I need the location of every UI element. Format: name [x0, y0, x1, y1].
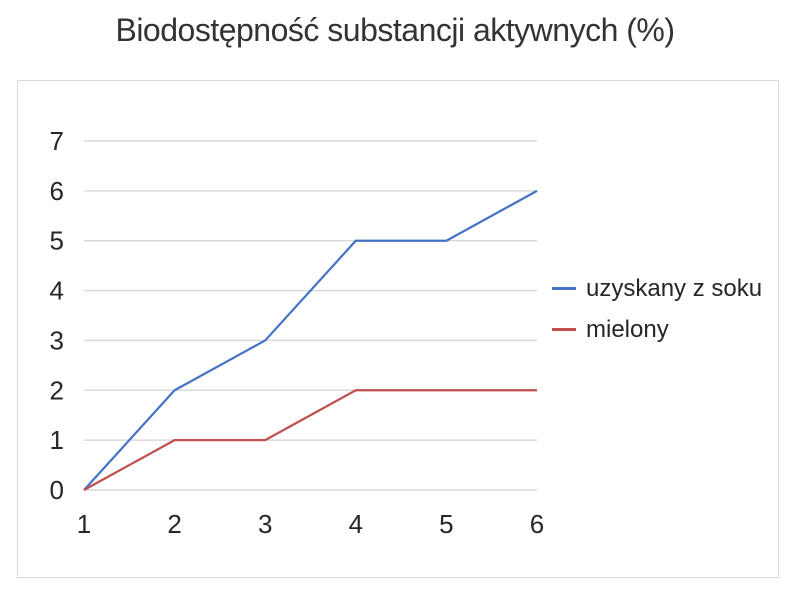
chart-title: Biodostępność substancji aktywnych (%)	[115, 12, 675, 48]
y-axis-ticks: 0 1 2 3 4 5 6 7	[50, 126, 64, 505]
x-axis-ticks: 1 2 3 4 5 6	[77, 509, 544, 539]
y-tick-label-5: 5	[50, 226, 64, 256]
y-tick-label-7: 7	[50, 126, 64, 156]
y-tick-label-6: 6	[50, 176, 64, 206]
x-tick-label-6: 6	[530, 509, 544, 539]
legend-item-series-2: mielony	[552, 309, 792, 350]
x-tick-label-2: 2	[167, 509, 181, 539]
legend: uzyskany z soku mielony	[552, 268, 792, 350]
y-tick-label-1: 1	[50, 425, 64, 455]
chart-frame	[17, 80, 779, 578]
x-tick-label-5: 5	[439, 509, 453, 539]
x-tick-label-1: 1	[77, 509, 91, 539]
legend-label-series-2: mielony	[586, 315, 669, 343]
x-tick-label-3: 3	[258, 509, 272, 539]
y-tick-label-2: 2	[50, 375, 64, 405]
y-tick-label-3: 3	[50, 325, 64, 355]
legend-swatch-series-1	[552, 287, 576, 290]
x-tick-label-4: 4	[349, 509, 363, 539]
series-line-1	[83, 189, 538, 491]
y-tick-label-0: 0	[50, 475, 64, 505]
legend-label-series-1: uzyskany z soku	[586, 274, 763, 302]
series-lines	[83, 189, 538, 491]
gridlines	[84, 140, 537, 491]
legend-item-series-1: uzyskany z soku	[552, 268, 792, 309]
y-tick-label-4: 4	[50, 276, 64, 306]
legend-swatch-series-2	[552, 328, 576, 331]
series-line-2	[83, 389, 537, 491]
